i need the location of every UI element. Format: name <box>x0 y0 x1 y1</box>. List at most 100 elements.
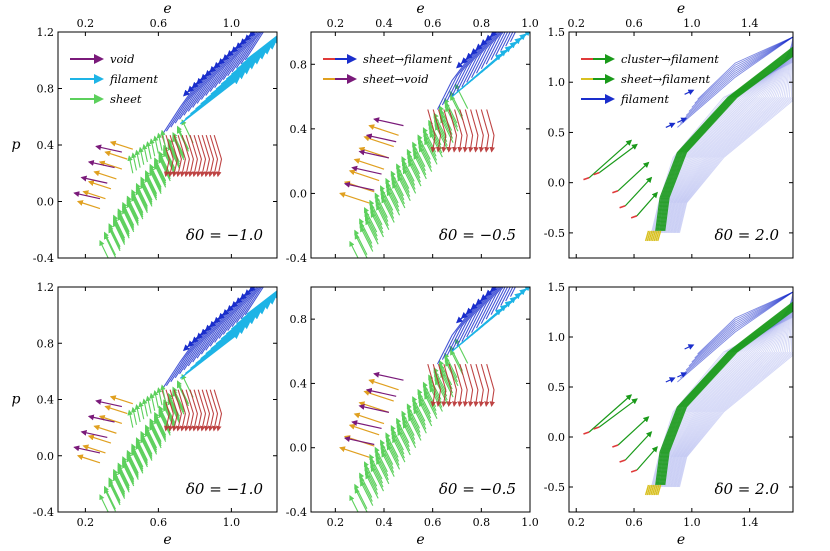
trajectory-arrow <box>263 265 278 279</box>
trajectory-arrow <box>386 444 401 470</box>
trajectory-arrow <box>158 411 171 436</box>
trajectory-arrow <box>230 38 277 75</box>
trajectory-arrow <box>108 227 121 252</box>
delta-annotation: δ0 = −0.5 <box>439 480 516 498</box>
trajectory-line <box>448 109 458 153</box>
trajectory-arrow <box>160 129 167 148</box>
trajectory-line <box>475 363 485 407</box>
trajectory-line <box>209 134 219 178</box>
trajectory-arrow <box>220 293 277 340</box>
trajectory-line <box>244 287 264 316</box>
trajectory-line <box>490 32 506 61</box>
trajectory-line <box>170 327 208 383</box>
trajectory-line <box>658 304 793 486</box>
trajectory-line <box>694 36 793 104</box>
trajectory-arrow <box>158 157 171 182</box>
trajectory-line <box>500 287 511 306</box>
trajectory-arrow <box>370 466 385 492</box>
trajectory-arrow <box>246 290 277 315</box>
trajectory-line <box>179 65 217 120</box>
trajectory-arrow <box>215 298 276 345</box>
y-tick-label: 1.0 <box>548 331 566 344</box>
trajectory-arrow <box>225 294 277 335</box>
trajectory-arrow <box>149 170 162 194</box>
trajectory-line <box>437 363 447 407</box>
x-axis-label: e <box>416 1 424 17</box>
trajectory-arrow <box>140 437 153 461</box>
trajectory-arrow <box>351 165 382 175</box>
trajectory-line <box>174 69 213 124</box>
y-tick-label: 0.4 <box>37 139 55 152</box>
trajectory-arrow <box>435 124 449 151</box>
trajectory-arrow <box>624 176 653 207</box>
trajectory-line <box>205 134 215 178</box>
trajectory-line <box>655 301 793 486</box>
trajectory-arrow <box>117 468 130 493</box>
trajectory-line <box>672 292 793 488</box>
trajectory-line <box>682 291 793 375</box>
x-tick-label: 1.0 <box>223 516 241 529</box>
y-tick-label: 0.8 <box>37 337 55 350</box>
trajectory-arrow <box>108 481 121 506</box>
trajectory-arrow <box>450 94 464 121</box>
trajectory-arrow <box>408 415 422 441</box>
x-tick-label: 0.6 <box>150 516 168 529</box>
axes-frame <box>568 286 794 513</box>
trajectory-arrow <box>583 176 590 181</box>
x-tick-label: 1.0 <box>683 516 701 529</box>
legend-label: filament <box>620 92 669 106</box>
trajectory-arrow <box>142 143 148 163</box>
trajectory-arrow <box>205 53 266 100</box>
y-tick-label: -0.4 <box>286 506 307 519</box>
trajectory-line <box>675 289 793 488</box>
trajectory-arrow <box>684 89 695 95</box>
trajectory-line <box>459 109 469 153</box>
trajectory-arrow <box>408 160 422 187</box>
trajectory-arrow <box>241 36 277 66</box>
trajectory-arrow <box>149 392 156 411</box>
trajectory-arrow <box>138 401 145 420</box>
trajectory-arrow <box>505 287 530 308</box>
legend-label: sheet→filament <box>363 52 452 66</box>
trajectory-line <box>667 298 793 488</box>
trajectory-arrow <box>241 291 277 320</box>
trajectory-arrow <box>636 446 658 471</box>
trajectory-arrow <box>236 37 277 70</box>
axes-frame <box>310 31 531 259</box>
trajectory-line <box>677 287 793 488</box>
trajectory-arrow <box>131 195 144 220</box>
panel-row1-col3: 0.2 0.6 1.0 1.4 -0.5 0.0 0.5 1.0 1.5 e δ0 = 2.0 clu… <box>544 1 794 259</box>
trajectory-arrow <box>373 117 404 127</box>
trajectory-arrow <box>419 146 433 172</box>
trajectory-line <box>476 32 502 74</box>
trajectory-arrow <box>593 426 600 430</box>
trajectory-arrow <box>677 372 688 378</box>
trajectory-line <box>244 32 264 61</box>
trajectory-line <box>495 287 509 311</box>
trajectory-line <box>490 287 506 315</box>
trajectory-arrow <box>530 242 545 255</box>
x-tick-label: 0.6 <box>424 17 442 30</box>
trajectory-line <box>165 331 204 387</box>
trajectory-arrow <box>127 409 134 428</box>
trajectory-arrow <box>126 201 139 226</box>
trajectory-line <box>669 296 793 488</box>
plot-area <box>73 265 278 512</box>
y-tick-label: 0.0 <box>37 450 55 463</box>
trajectory-line <box>443 109 453 153</box>
trajectory-arrow <box>154 418 167 442</box>
trajectory-arrow <box>93 424 117 434</box>
trajectory-line <box>189 134 198 178</box>
panels-group: 0.2 0.6 1.0 -0.4 0.0 0.4 0.8 1.2 e p δ0 = −1.0 void… <box>12 0 794 548</box>
trajectory-line <box>193 389 202 432</box>
trajectory-line <box>662 303 793 488</box>
trajectory-line <box>179 320 217 375</box>
trajectory-arrow <box>515 256 530 269</box>
trajectory-arrow <box>644 230 650 242</box>
trajectory-line <box>656 302 793 486</box>
trajectory-arrow <box>515 0 530 13</box>
trajectory-arrow <box>122 208 135 233</box>
trajectory-arrow <box>598 143 638 174</box>
y-tick-label: 0.0 <box>290 187 308 200</box>
trajectory-arrow <box>520 0 535 9</box>
